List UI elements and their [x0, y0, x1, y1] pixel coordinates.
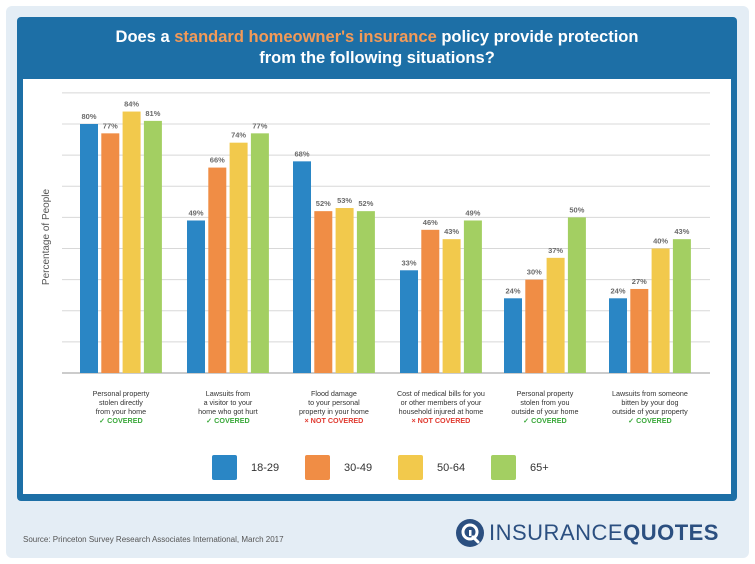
data-label: 40%	[653, 237, 668, 246]
data-label: 49%	[465, 208, 480, 217]
data-label: 43%	[444, 227, 459, 236]
bar	[568, 217, 586, 373]
category-label-line: property in your home	[284, 407, 384, 416]
data-label: 46%	[423, 218, 438, 227]
bar	[144, 121, 162, 373]
category-label: Personal property stolen directly from you…	[71, 389, 171, 425]
bar	[230, 143, 248, 373]
category-label-line: Personal property	[495, 389, 595, 398]
bar	[547, 258, 565, 373]
bar	[504, 298, 522, 373]
data-label: 80%	[81, 112, 96, 121]
data-label: 74%	[231, 131, 246, 140]
bar	[630, 289, 648, 373]
data-label: 66%	[210, 156, 225, 165]
category-label-line: Lawsuits from someone	[600, 389, 700, 398]
bar	[123, 112, 141, 373]
logo-text-quotes: QUOTES	[623, 520, 719, 545]
category-label-line: Lawsuits from	[178, 389, 278, 398]
data-label: 43%	[674, 227, 689, 236]
category-label-line: outside of your home	[495, 407, 595, 416]
covered-status: ✓ COVERED	[71, 416, 171, 425]
legend-item: 30-49	[305, 455, 372, 480]
bar	[251, 133, 269, 373]
data-label: 68%	[294, 149, 309, 158]
logo-q-icon	[455, 518, 485, 548]
data-label: 52%	[358, 199, 373, 208]
legend-item: 50-64	[398, 455, 465, 480]
category-label-line: Flood damage	[284, 389, 384, 398]
data-label: 84%	[124, 100, 139, 109]
category-label: Cost of medical bills for you or other me…	[391, 389, 491, 425]
category-label: Lawsuits from a visitor to your home who g…	[178, 389, 278, 425]
bar	[421, 230, 439, 373]
bar	[187, 220, 205, 373]
data-label: 37%	[548, 246, 563, 255]
data-label: 33%	[401, 258, 416, 267]
bar	[314, 211, 332, 373]
not-covered-status: × NOT COVERED	[284, 416, 384, 425]
bar	[652, 249, 670, 374]
legend-label: 18-29	[251, 462, 279, 474]
bar	[443, 239, 461, 373]
covered-status: ✓ COVERED	[600, 416, 700, 425]
legend-label: 50-64	[437, 462, 465, 474]
bar	[400, 270, 418, 373]
category-label-line: Cost of medical bills for you	[391, 389, 491, 398]
category-label: Personal property stolen from you outside …	[495, 389, 595, 425]
legend-swatch	[398, 455, 423, 480]
category-label-line: Personal property	[71, 389, 171, 398]
bar	[336, 208, 354, 373]
category-label-line: stolen from you	[495, 398, 595, 407]
not-covered-status: × NOT COVERED	[391, 416, 491, 425]
bar	[673, 239, 691, 373]
category-label-line: stolen directly	[71, 398, 171, 407]
data-label: 50%	[569, 205, 584, 214]
bar	[101, 133, 119, 373]
bar	[208, 168, 226, 373]
logo-text-insurance: INSURANCE	[489, 520, 623, 545]
category-label-line: outside of your property	[600, 407, 700, 416]
category-label-line: to your personal	[284, 398, 384, 407]
bar	[525, 280, 543, 373]
data-label: 49%	[188, 208, 203, 217]
data-label: 81%	[145, 109, 160, 118]
category-label-line: or other members of your	[391, 398, 491, 407]
data-label: 27%	[632, 277, 647, 286]
category-label-line: a visitor to your	[178, 398, 278, 407]
bar	[80, 124, 98, 373]
legend-swatch	[491, 455, 516, 480]
data-label: 53%	[337, 196, 352, 205]
legend-item: 65+	[491, 455, 549, 480]
category-label-line: home who got hurt	[178, 407, 278, 416]
legend-label: 30-49	[344, 462, 372, 474]
data-label: 52%	[316, 199, 331, 208]
legend-swatch	[305, 455, 330, 480]
category-label-line: household injured at home	[391, 407, 491, 416]
logo-text: INSURANCEQUOTES	[489, 520, 719, 546]
data-label: 24%	[610, 286, 625, 295]
legend: 18-29 30-49 50-64 65+	[0, 455, 755, 485]
legend-label: 65+	[530, 462, 549, 474]
covered-status: ✓ COVERED	[495, 416, 595, 425]
bar	[609, 298, 627, 373]
bar	[464, 220, 482, 373]
category-label-line: bitten by your dog	[600, 398, 700, 407]
data-label: 30%	[527, 268, 542, 277]
source-note: Source: Princeton Survey Research Associ…	[23, 535, 284, 544]
bar	[293, 161, 311, 373]
category-label-line: from your home	[71, 407, 171, 416]
category-label: Lawsuits from someone bitten by your dog o…	[600, 389, 700, 425]
legend-item: 18-29	[212, 455, 279, 480]
category-label: Flood damage to your personal property in …	[284, 389, 384, 425]
data-label: 77%	[103, 121, 118, 130]
data-label: 77%	[252, 121, 267, 130]
data-label: 24%	[505, 286, 520, 295]
insurancequotes-logo: INSURANCEQUOTES	[455, 518, 719, 548]
bar	[357, 211, 375, 373]
covered-status: ✓ COVERED	[178, 416, 278, 425]
legend-swatch	[212, 455, 237, 480]
y-axis-label: Percentage of People	[41, 188, 52, 285]
